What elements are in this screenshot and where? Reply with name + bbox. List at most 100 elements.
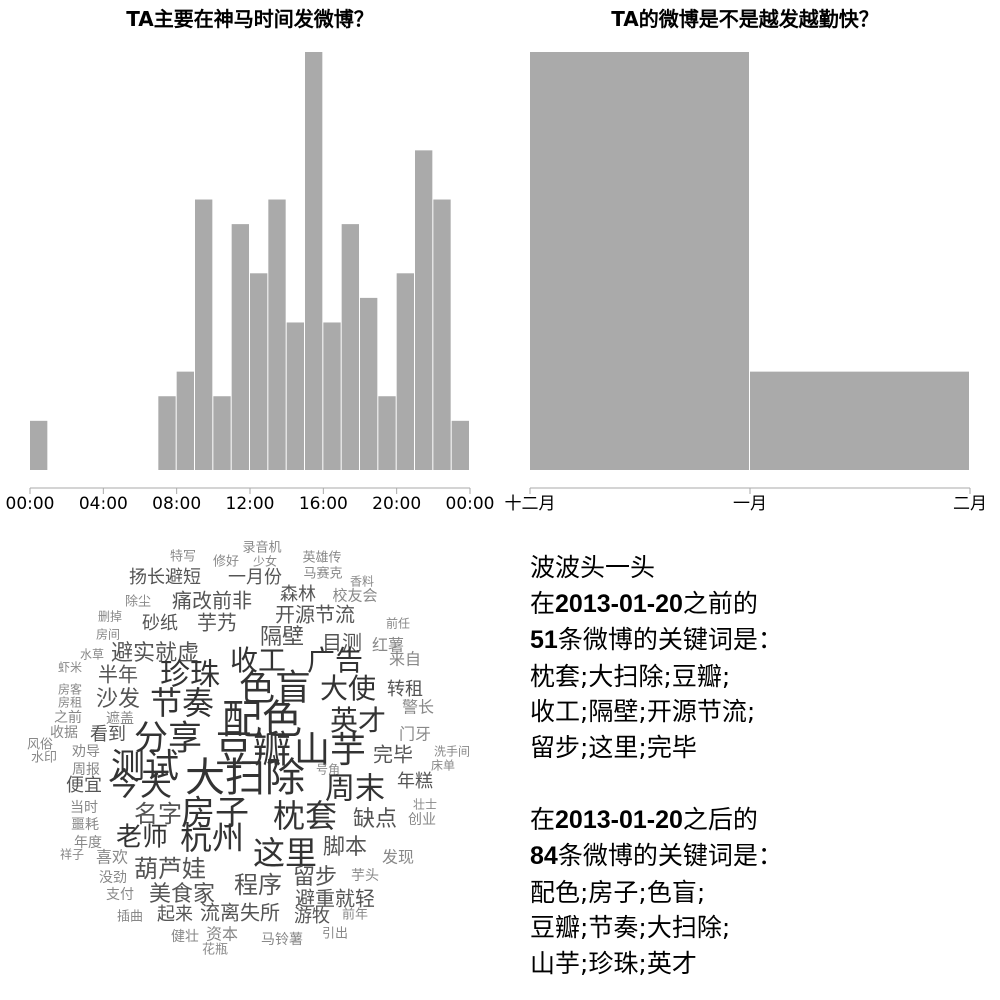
word: 红薯 (372, 636, 404, 655)
bar (286, 322, 304, 470)
word: 枕套 (273, 797, 337, 835)
user-name: 波波头一头 (530, 553, 656, 582)
word: 少女 (253, 554, 277, 569)
word: 特写 (170, 550, 196, 565)
word: 号角 (316, 763, 340, 777)
x-tick-label: 二月 (953, 494, 987, 514)
word: 喜欢 (96, 848, 128, 867)
word: 校友会 (332, 587, 377, 605)
word: 壮士 (413, 798, 437, 812)
word: 祥子 (60, 848, 84, 862)
chart-title: TA的微博是不是越发越勤快？ (611, 7, 879, 31)
word: 色盲 (239, 668, 311, 709)
word: 葫芦娃 (134, 855, 206, 883)
word: 之前 (54, 709, 82, 726)
word: 便宜 (66, 775, 102, 796)
after-count: 84条微博的关键词是： (530, 838, 783, 875)
bar (323, 322, 341, 470)
x-tick-label: 08:00 (152, 494, 201, 514)
word: 发现 (382, 848, 414, 867)
summary: 波波头一头 在2013-01-20之前的 51条微博的关键词是： 枕套;大扫除;… (530, 550, 783, 982)
word: 洗手间 (434, 745, 470, 759)
word: 老师 (116, 823, 168, 853)
before-header: 在2013-01-20之前的 (530, 586, 783, 623)
bar (213, 396, 231, 470)
count: 84 (530, 842, 558, 871)
word: 引出 (322, 927, 348, 942)
word: 马赛克 (303, 566, 342, 582)
word: 前任 (386, 616, 410, 631)
bar (305, 52, 323, 470)
word: 除尘 (125, 595, 151, 610)
word: 房客 (58, 682, 82, 697)
bar (250, 273, 268, 470)
word: 房租 (58, 695, 82, 710)
keywords: 收工;隔壁;开源节流; (530, 697, 756, 727)
word: 砂纸 (142, 613, 178, 634)
word: 支付 (106, 887, 134, 903)
word: 森林 (280, 584, 316, 605)
word: 目测 (322, 631, 362, 655)
word: 水草 (80, 648, 104, 662)
word: 节奏 (150, 684, 214, 722)
word: 山芋 (294, 730, 366, 771)
word: 今天 (108, 765, 172, 803)
word: 芋头 (351, 868, 379, 884)
bar (433, 199, 451, 470)
word: 名字 (134, 800, 182, 828)
bar (396, 273, 414, 470)
word: 没劲 (99, 870, 127, 886)
bar (195, 199, 213, 470)
word: 周末 (325, 772, 385, 807)
word: 创业 (408, 812, 436, 828)
x-tick-label: 12:00 (226, 494, 275, 514)
word: 隔壁 (260, 625, 304, 650)
word: 广告 (307, 644, 363, 677)
word: 删掉 (98, 610, 122, 624)
word: 起来 (157, 904, 193, 925)
word: 收工 (230, 644, 286, 677)
word: 来自 (389, 650, 421, 669)
keywords: 豆瓣;节奏;大扫除; (530, 913, 731, 943)
word: 周报 (72, 762, 100, 778)
text: 之前的 (682, 588, 758, 618)
word: 英才 (330, 704, 386, 737)
text: 在 (530, 804, 556, 834)
bar (750, 371, 969, 470)
word: 这里 (253, 834, 317, 872)
word: 扬长避短 (129, 567, 201, 588)
after-header: 在2013-01-20之后的 (530, 802, 783, 839)
bar (360, 297, 378, 470)
word: 开源节流 (275, 603, 355, 627)
bar (378, 396, 396, 470)
spacer (530, 766, 783, 802)
word: 房子 (181, 794, 249, 834)
word: 一月份 (228, 567, 282, 588)
x-tick-label: 00:00 (6, 494, 55, 514)
word: 豆瓣 (215, 728, 291, 772)
chart-title: TA主要在神马时间发微博？ (126, 7, 374, 31)
word: 流离失所 (200, 901, 280, 925)
word: 年度 (74, 835, 102, 851)
word: 游牧 (294, 906, 330, 927)
word: 脚本 (323, 835, 367, 860)
word: 半年 (98, 663, 138, 687)
keywords: 枕套;大扫除;豆瓣; (530, 661, 731, 691)
word: 修好 (213, 555, 239, 570)
word: 花瓶 (202, 942, 228, 958)
word: 年糕 (397, 771, 433, 792)
word: 床单 (431, 759, 455, 773)
x-tick-label: 十二月 (505, 494, 556, 514)
word: 噩耗 (71, 817, 99, 833)
word: 水印 (31, 751, 57, 766)
x-tick-label: 一月 (733, 494, 767, 514)
word: 配色 (222, 697, 302, 743)
word: 虾米 (58, 661, 82, 675)
x-tick-label: 04:00 (79, 494, 128, 514)
word: 留步 (293, 865, 337, 890)
word: 程序 (234, 871, 282, 899)
keywords: 山芋;珍珠;英才 (530, 948, 697, 978)
word: 看到 (90, 724, 126, 745)
word: 避实就虚 (111, 641, 199, 666)
